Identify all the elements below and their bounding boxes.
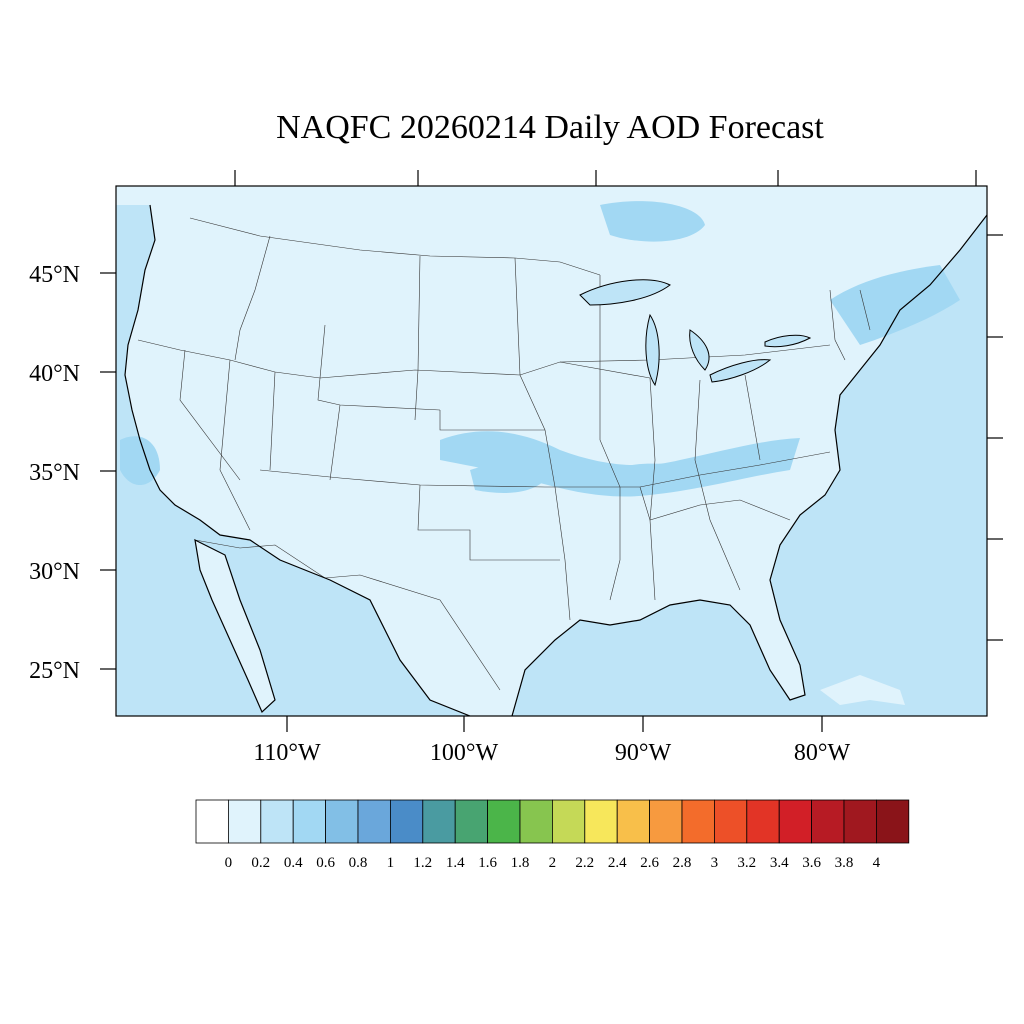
colorbar-box	[519, 799, 553, 844]
colorbar: 0 0.2 0.4 0.6 0.8 1 1.2 1.4 1.6 1.8 2 2.2 2.4 2.6 2.8 3…	[195, 799, 910, 871]
colorbar-label: 2.6	[640, 855, 659, 871]
aod-map	[116, 186, 987, 716]
colorbar-label: 1.6	[478, 855, 497, 871]
colorbar-label: 0.6	[316, 855, 335, 871]
baja-peninsula	[195, 540, 275, 712]
colorbar-box	[778, 799, 813, 844]
coastline	[124, 204, 987, 716]
colorbar-label: 1	[387, 855, 395, 871]
caribbean-islands	[820, 675, 905, 705]
map-ticks	[100, 170, 1003, 732]
colorbar-label: 0.8	[349, 855, 368, 871]
colorbar-box	[227, 799, 262, 844]
colorbar-box	[389, 799, 424, 844]
colorbar-label: 2.8	[673, 855, 692, 871]
colorbar-label: 3.2	[737, 855, 756, 871]
colorbar-label: 3.4	[770, 855, 789, 871]
colorbar-box	[454, 799, 489, 844]
colorbar-box	[325, 799, 359, 844]
colorbar-label: 2.2	[575, 855, 594, 871]
lon-label: 110°W	[253, 740, 321, 766]
colorbar-box	[616, 799, 651, 844]
colorbar-box	[422, 799, 456, 844]
colorbar-box	[876, 799, 910, 844]
colorbar-box	[843, 799, 877, 844]
colorbar-label: 3	[711, 855, 719, 871]
colorbar-box	[357, 799, 391, 844]
colorbar-label: 0.4	[284, 855, 303, 871]
lon-label: 80°W	[794, 740, 851, 766]
colorbar-box	[584, 799, 618, 844]
colorbar-label: 1.8	[511, 855, 530, 871]
colorbar-label: 1.2	[413, 855, 432, 871]
lat-label: 35°N	[29, 460, 80, 486]
colorbar-box	[681, 799, 715, 844]
colorbar-box	[552, 799, 586, 844]
lat-label: 30°N	[29, 559, 80, 585]
colorbar-label: 4	[873, 855, 881, 871]
lon-label: 90°W	[615, 740, 672, 766]
lat-label: 40°N	[29, 361, 80, 387]
great-lakes	[579, 279, 812, 387]
map-frame	[115, 185, 988, 717]
colorbar-label: 1.4	[446, 855, 465, 871]
colorbar-box	[195, 799, 229, 844]
colorbar-box	[292, 799, 327, 844]
colorbar-label: 2	[549, 855, 557, 871]
baja-coastline	[194, 538, 276, 714]
colorbar-label: 0.2	[251, 855, 270, 871]
lon-label: 100°W	[430, 740, 499, 766]
aod-plumes	[120, 201, 960, 497]
lat-label: 25°N	[29, 658, 80, 684]
lat-label: 45°N	[29, 262, 80, 288]
colorbar-box	[487, 799, 521, 844]
colorbar-label: 3.8	[835, 855, 854, 871]
colorbar-box	[714, 799, 748, 844]
latitude-labels: 45°N 40°N 35°N 30°N 25°N	[29, 262, 80, 684]
colorbar-label: 3.6	[802, 855, 821, 871]
longitude-labels: 110°W 100°W 90°W 80°W	[253, 740, 850, 766]
colorbar-box	[811, 799, 845, 844]
colorbar-box	[649, 799, 683, 844]
colorbar-label: 0	[225, 855, 233, 871]
colorbar-label: 2.4	[608, 855, 627, 871]
colorbar-box	[260, 799, 294, 844]
map-title: NAQFC 20260214 Daily AOD Forecast	[276, 109, 824, 146]
colorbar-box	[746, 799, 780, 844]
